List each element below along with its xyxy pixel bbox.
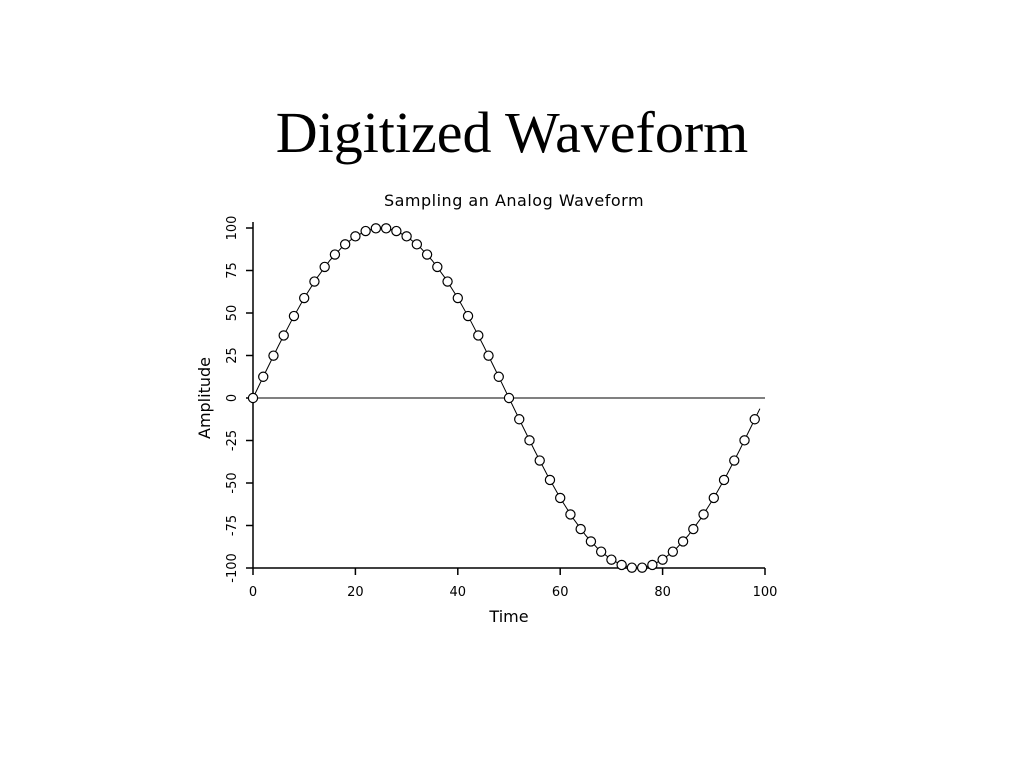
sample-point [739,435,750,446]
sample-point [339,239,351,250]
y-tick-label: -75 [225,515,240,536]
sample-point [442,276,453,287]
sample-point [299,292,310,304]
sample-point [667,546,679,557]
sample-point [258,371,269,382]
sample-point [565,509,576,520]
sample-point [729,455,740,466]
sample-point [657,554,668,565]
sample-point [329,249,341,260]
y-tick-label: 75 [225,262,240,279]
sample-point [585,536,597,547]
sample-point [268,350,279,361]
x-tick-label: 60 [552,585,569,600]
sample-point [401,231,412,242]
sample-point [380,223,392,234]
sample-point [514,414,525,425]
x-tick-label: 0 [249,585,257,600]
sample-point [391,225,402,237]
sample-point [411,239,423,250]
x-tick-label: 20 [347,585,364,600]
chart-title: Sampling an Analog Waveform [384,191,644,210]
sample-point [606,554,617,565]
sample-point [677,536,689,547]
y-tick-label: 50 [225,305,240,322]
plot-area [247,223,761,573]
sample-point [288,310,300,322]
sample-point [452,292,463,304]
y-tick-label: 0 [225,394,240,402]
sample-point [534,455,545,466]
sample-point [636,562,648,573]
axes: 0 20 40 60 80 100 -100 -75 -50 -25 0 25 50 75 100 [225,216,777,600]
y-tick-label: 25 [225,347,240,364]
sample-point [370,223,382,234]
sample-point [493,371,504,382]
sample-point [749,414,760,425]
sample-point [616,559,627,571]
x-tick-label: 80 [654,585,671,600]
sample-point [718,474,730,486]
sample-point [708,492,720,504]
y-tick-label: -50 [225,472,240,493]
y-axis-label: Amplitude [195,357,214,439]
x-axis-label: Time [488,607,528,626]
y-tick-label: -25 [225,430,240,451]
sample-point [473,330,484,341]
sample-point [503,392,515,404]
sample-point [309,276,320,287]
sample-point [483,350,494,361]
x-tick-label: 40 [450,585,467,600]
sample-point [462,310,474,322]
sample-point [555,492,566,504]
sample-point [319,261,330,273]
sample-point [247,392,259,404]
y-tick-label: -100 [225,553,240,583]
sample-point [647,559,658,571]
x-tick-label: 100 [753,585,778,600]
slide-title: Digitized Waveform [275,100,749,165]
sample-point [688,523,699,535]
sample-point [698,509,709,520]
sample-point [360,225,371,237]
sample-point [595,546,607,557]
sample-point [544,474,556,486]
sample-point [524,435,535,446]
sample-point [421,249,433,260]
sample-point [626,562,638,573]
sample-point [278,330,289,341]
sample-point [350,231,361,242]
sample-point [432,261,443,273]
sample-point [575,523,586,535]
y-tick-label: 100 [225,216,240,241]
